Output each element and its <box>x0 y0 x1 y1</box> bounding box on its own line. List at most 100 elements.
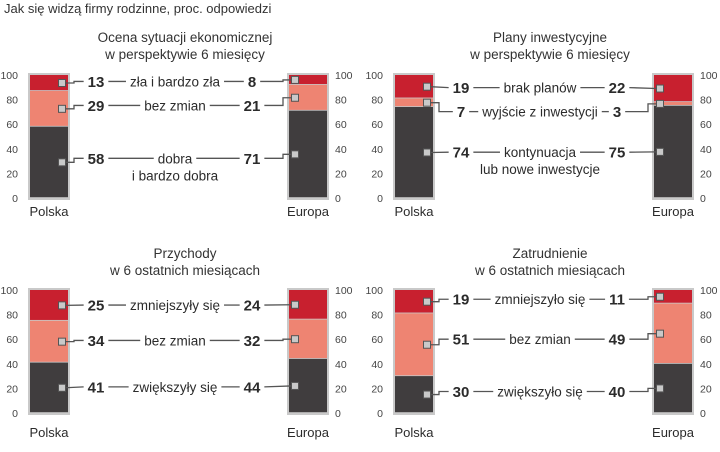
y-tick-label-right: 100 <box>335 70 353 82</box>
category-label: Europa <box>652 204 695 219</box>
value-label: 40 <box>609 384 626 401</box>
series-label: bez zmian <box>509 332 571 347</box>
y-tick-label-left: 20 <box>6 168 18 180</box>
y-tick-label-left: 40 <box>371 144 383 156</box>
chart-panel-3: Przychody w 6 ostatnich miesiącach 0 0 20 20 4… <box>0 246 352 440</box>
bar-segment <box>289 75 327 85</box>
bar-segment <box>395 98 433 107</box>
y-tick-label-right: 20 <box>700 168 712 180</box>
marker <box>291 150 299 159</box>
value-label: 29 <box>88 98 105 115</box>
connector-line <box>65 386 84 389</box>
series-label: bez zmian <box>144 98 206 113</box>
category-label: Europa <box>652 425 695 440</box>
bar-segment <box>654 102 692 105</box>
y-tick-label-left: 80 <box>6 95 18 107</box>
series-label: zła i bardzo zła <box>130 74 221 89</box>
value-label: 30 <box>453 384 470 401</box>
marker <box>291 75 299 84</box>
series-label: i bardzo dobra <box>132 168 219 183</box>
series-label: zwiększyły się <box>133 380 218 395</box>
y-tick-label-right: 20 <box>700 383 712 395</box>
connector-line <box>264 97 292 107</box>
category-label: Polska <box>394 425 434 440</box>
marker <box>656 99 664 108</box>
panel-title-line: Zatrudnienie <box>512 246 587 261</box>
marker <box>656 84 664 93</box>
y-tick-label-left: 80 <box>371 95 383 107</box>
series-label: lub nowe inwestycje <box>480 162 600 177</box>
series-label: zwiększyło się <box>497 384 583 399</box>
value-label: 11 <box>609 292 625 309</box>
y-tick-label-left: 100 <box>0 70 18 82</box>
series-label: brak planów <box>504 81 577 96</box>
y-tick-label-right: 60 <box>700 119 712 131</box>
marker <box>58 301 66 310</box>
category-label: Polska <box>29 204 69 219</box>
connector-line <box>628 296 657 300</box>
figure-title: Jak się widzą firmy rodzinne, proc. odpo… <box>4 1 271 16</box>
connector-line <box>260 79 292 83</box>
connector-line <box>629 333 657 340</box>
y-tick-label-right: 40 <box>700 144 712 156</box>
series-label: zmniejszyły się <box>130 298 220 313</box>
marker <box>423 82 431 91</box>
y-tick-label-right: 100 <box>700 285 718 297</box>
y-tick-label-right: 40 <box>700 359 712 371</box>
panel-title-line: w perspektywie 6 miesięcy <box>469 47 630 62</box>
value-label: 19 <box>453 292 470 309</box>
y-tick-label-left: 0 <box>377 408 383 420</box>
bar-segment <box>395 75 433 98</box>
y-tick-label-right: 80 <box>700 95 712 107</box>
marker <box>291 381 299 390</box>
y-tick-label-right: 40 <box>335 359 347 371</box>
y-tick-label-left: 80 <box>371 310 383 322</box>
category-label: Europa <box>287 425 330 440</box>
category-label: Polska <box>29 425 69 440</box>
value-label: 75 <box>609 145 626 162</box>
panel-title-line: Przychody <box>153 246 216 261</box>
marker <box>423 340 431 349</box>
value-label: 41 <box>88 379 105 396</box>
connector-line <box>430 102 453 113</box>
y-tick-label-right: 0 <box>335 408 341 420</box>
value-label: 3 <box>613 104 621 121</box>
y-tick-label-left: 80 <box>6 310 18 322</box>
value-label: 74 <box>453 145 470 162</box>
y-tick-label-right: 100 <box>335 285 353 297</box>
marker <box>291 93 299 102</box>
value-label: 25 <box>88 298 105 315</box>
connector-line <box>430 338 449 346</box>
connector-line <box>264 385 292 388</box>
y-tick-label-left: 100 <box>365 70 383 82</box>
connector-line <box>264 338 292 342</box>
value-label: 7 <box>457 104 465 121</box>
y-tick-label-right: 60 <box>335 334 347 346</box>
value-label: 51 <box>453 332 470 349</box>
value-label: 71 <box>244 151 261 168</box>
y-tick-label-left: 40 <box>6 359 18 371</box>
value-label: 24 <box>244 298 261 315</box>
panel-title-line: Plany inwestycyjne <box>493 30 607 45</box>
y-tick-label-right: 60 <box>700 334 712 346</box>
y-tick-label-left: 40 <box>6 144 18 156</box>
category-label: Polska <box>394 204 434 219</box>
y-tick-label-left: 100 <box>365 285 383 297</box>
marker <box>291 300 299 309</box>
y-tick-label-right: 60 <box>335 119 347 131</box>
connector-line <box>430 390 449 396</box>
connector-line <box>625 103 657 113</box>
marker <box>291 335 299 344</box>
value-label: 8 <box>248 74 256 91</box>
y-tick-label-left: 40 <box>371 359 383 371</box>
y-tick-label-left: 0 <box>12 193 18 205</box>
category-label: Europa <box>287 204 330 219</box>
y-tick-label-left: 60 <box>371 334 383 346</box>
connector-line <box>629 387 657 393</box>
series-label: zmniejszyło się <box>495 292 586 307</box>
marker <box>58 104 66 113</box>
y-tick-label-right: 20 <box>335 168 347 180</box>
series-label: dobra <box>158 151 193 166</box>
connector-line <box>629 86 657 90</box>
